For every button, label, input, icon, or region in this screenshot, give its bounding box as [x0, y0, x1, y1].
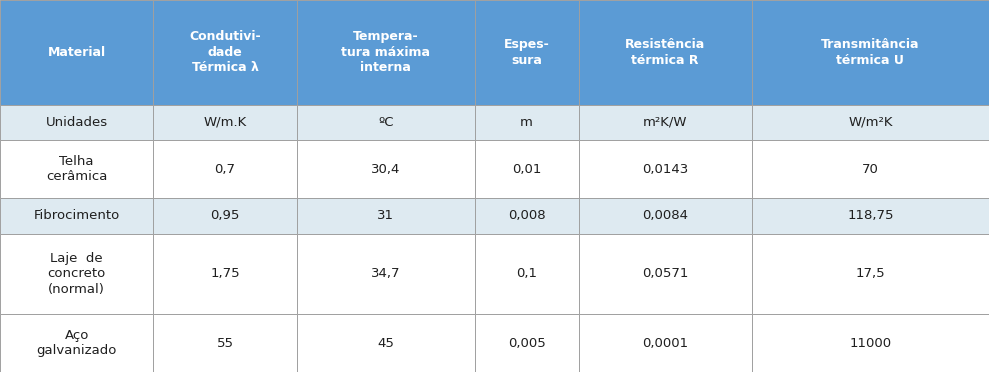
Bar — [0, 105, 153, 140]
Text: Telha
cerâmica: Telha cerâmica — [45, 155, 108, 183]
Text: 1,75: 1,75 — [211, 267, 239, 280]
Text: 0,7: 0,7 — [215, 163, 235, 176]
Bar — [475, 314, 579, 372]
Bar — [153, 105, 297, 140]
Text: Aço
galvanizado: Aço galvanizado — [37, 329, 117, 357]
Bar — [0, 234, 153, 314]
Bar — [579, 0, 752, 105]
Text: Fibrocimento: Fibrocimento — [34, 209, 120, 222]
Text: 45: 45 — [377, 337, 395, 350]
Text: 30,4: 30,4 — [371, 163, 401, 176]
Text: 0,1: 0,1 — [516, 267, 537, 280]
Bar — [752, 140, 989, 198]
Text: Transmitância
térmica U: Transmitância térmica U — [821, 38, 920, 67]
Bar — [0, 314, 153, 372]
Bar — [752, 105, 989, 140]
Bar — [297, 234, 475, 314]
Text: Espes-
sura: Espes- sura — [503, 38, 550, 67]
Text: Material: Material — [47, 46, 106, 59]
Bar — [0, 0, 153, 105]
Bar — [153, 234, 297, 314]
Bar — [579, 140, 752, 198]
Bar — [153, 198, 297, 234]
Text: 11000: 11000 — [850, 337, 891, 350]
Text: 0,0143: 0,0143 — [642, 163, 688, 176]
Bar — [297, 314, 475, 372]
Bar — [297, 0, 475, 105]
Bar — [752, 198, 989, 234]
Bar — [153, 0, 297, 105]
Bar — [475, 0, 579, 105]
Text: 0,95: 0,95 — [211, 209, 239, 222]
Bar — [0, 198, 153, 234]
Bar — [579, 314, 752, 372]
Text: Laje  de
concreto
(normal): Laje de concreto (normal) — [47, 252, 106, 296]
Bar — [752, 0, 989, 105]
Text: W/m²K: W/m²K — [849, 116, 892, 129]
Text: 17,5: 17,5 — [855, 267, 885, 280]
Bar — [297, 140, 475, 198]
Text: m: m — [520, 116, 533, 129]
Text: 55: 55 — [217, 337, 233, 350]
Bar — [475, 234, 579, 314]
Text: 0,0001: 0,0001 — [642, 337, 688, 350]
Text: 34,7: 34,7 — [371, 267, 401, 280]
Text: 0,0084: 0,0084 — [642, 209, 688, 222]
Text: 0,005: 0,005 — [507, 337, 546, 350]
Text: 0,008: 0,008 — [507, 209, 546, 222]
Text: ºC: ºC — [378, 116, 394, 129]
Text: Tempera-
tura máxima
interna: Tempera- tura máxima interna — [341, 31, 430, 74]
Text: 70: 70 — [861, 163, 879, 176]
Bar — [475, 140, 579, 198]
Text: 31: 31 — [377, 209, 395, 222]
Text: Resistência
térmica R: Resistência térmica R — [625, 38, 705, 67]
Text: 118,75: 118,75 — [847, 209, 894, 222]
Bar — [752, 314, 989, 372]
Bar — [297, 198, 475, 234]
Bar — [752, 234, 989, 314]
Bar — [475, 198, 579, 234]
Text: 0,01: 0,01 — [512, 163, 541, 176]
Text: 0,0571: 0,0571 — [642, 267, 688, 280]
Bar — [153, 140, 297, 198]
Text: Unidades: Unidades — [45, 116, 108, 129]
Text: Condutivi-
dade
Térmica λ: Condutivi- dade Térmica λ — [189, 31, 261, 74]
Text: m²K/W: m²K/W — [643, 116, 687, 129]
Bar — [579, 105, 752, 140]
Bar — [0, 140, 153, 198]
Bar — [153, 314, 297, 372]
Bar — [475, 105, 579, 140]
Text: W/m.K: W/m.K — [204, 116, 246, 129]
Bar — [297, 105, 475, 140]
Bar — [579, 234, 752, 314]
Bar — [579, 198, 752, 234]
